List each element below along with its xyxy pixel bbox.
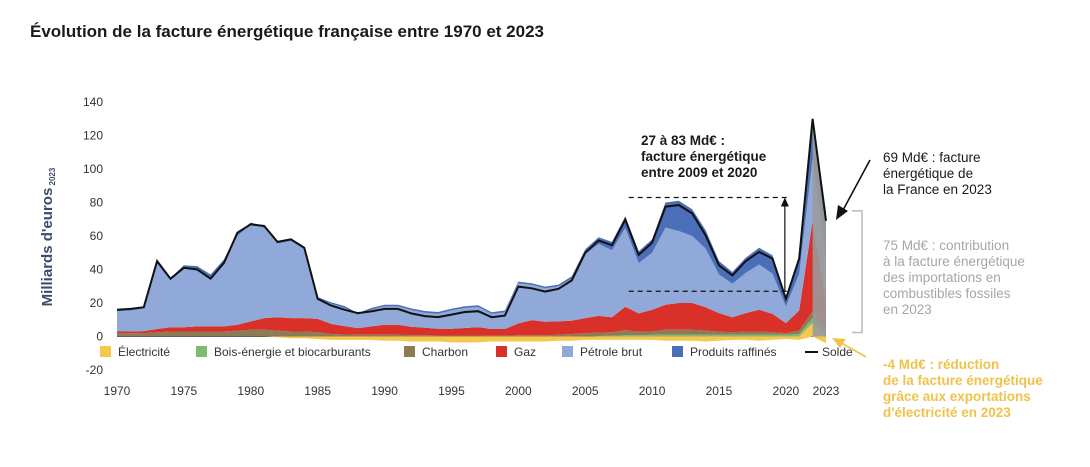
y-tick-label: 60 xyxy=(90,229,104,243)
y-axis-label: Milliards d'euros 2023 xyxy=(39,167,57,306)
annotation-range: 27 à 83 Md€ : facture énergétique entre … xyxy=(641,133,767,180)
legend-label: Solde xyxy=(822,345,853,359)
x-tick-label: 1975 xyxy=(171,384,198,398)
legend: Électricité Bois-énergie et biocarburants… xyxy=(100,344,853,359)
y-tick-label: -20 xyxy=(86,363,104,377)
legend-swatch xyxy=(562,346,573,357)
y-tick-label: 40 xyxy=(90,263,104,277)
area--lectricit- xyxy=(117,323,826,344)
solde-line xyxy=(116,118,827,319)
x-tick-label: 2020 xyxy=(773,384,800,398)
x-tick-label: 2000 xyxy=(505,384,532,398)
y-tick-label: 0 xyxy=(96,330,103,344)
legend-swatch xyxy=(496,346,507,357)
legend-label: Gaz xyxy=(514,345,536,359)
x-tick-label: 1970 xyxy=(104,384,131,398)
legend-swatch xyxy=(672,346,683,357)
solde-line-path xyxy=(116,118,827,319)
axes: -20 0 20 40 60 80 100 120 140 1970 1975 1980 1985 199… xyxy=(83,95,840,398)
y-tick-label: 80 xyxy=(90,196,104,210)
y-tick-label: 140 xyxy=(83,95,103,109)
annotation-marks xyxy=(628,159,871,358)
fossil-share-area xyxy=(812,118,826,337)
x-tick-label: 1985 xyxy=(304,384,331,398)
legend-label: Électricité xyxy=(118,344,170,359)
legend-swatch xyxy=(100,346,111,357)
annotation-electricity-2023: -4 Md€ : réduction de la facture énergét… xyxy=(883,357,1043,420)
x-tick-label: 2015 xyxy=(706,384,733,398)
y-tick-label: 120 xyxy=(83,129,103,143)
x-tick-label: 2010 xyxy=(639,384,666,398)
chart-title: Évolution de la facture énergétique fran… xyxy=(30,22,544,41)
electricity-arrow-head xyxy=(832,338,846,348)
legend-label: Charbon xyxy=(422,345,468,359)
area-produits-raffin-s xyxy=(117,118,826,315)
legend-swatch xyxy=(196,346,207,357)
x-tick-label: 2023 xyxy=(813,384,840,398)
legend-label: Produits raffinés xyxy=(690,345,777,359)
legend-label: Pétrole brut xyxy=(580,345,643,359)
y-tick-label: 20 xyxy=(90,296,104,310)
x-tick-label: 1995 xyxy=(438,384,465,398)
legend-label: Bois-énergie et biocarburants xyxy=(214,345,371,359)
annotation-fossil-2023: 75 Md€ : contribution à la facture énerg… xyxy=(883,238,1025,317)
area-p-trole-brut xyxy=(117,159,826,332)
fossil-bracket xyxy=(852,210,863,334)
y-tick-label: 100 xyxy=(83,162,103,176)
stacked-areas xyxy=(117,118,826,344)
total-arrow-shaft xyxy=(841,159,871,213)
annotation-total-2023: 69 Md€ : facture énergétique de la Franc… xyxy=(883,150,992,197)
total-arrow-head xyxy=(836,205,848,220)
range-arrow-head xyxy=(780,197,789,207)
x-tick-label: 1980 xyxy=(237,384,264,398)
area-gaz xyxy=(117,220,826,336)
x-tick-label: 2005 xyxy=(572,384,599,398)
fossil-contribution-area xyxy=(812,118,826,337)
area-charbon xyxy=(117,311,826,337)
legend-swatch xyxy=(404,346,415,357)
y-axis-title: Milliards d'euros 2023 xyxy=(39,167,57,306)
x-tick-label: 1990 xyxy=(371,384,398,398)
